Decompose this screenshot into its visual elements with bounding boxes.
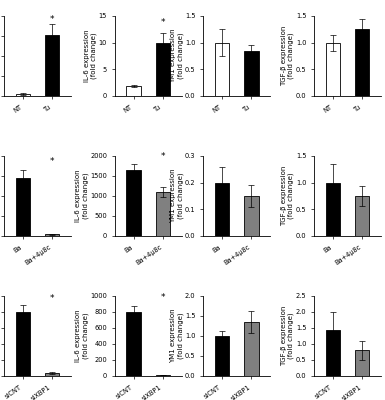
Y-axis label: IL-6 expression
(fold change): IL-6 expression (fold change) — [75, 170, 89, 222]
Text: *: * — [50, 15, 54, 24]
Text: *: * — [161, 294, 165, 302]
Text: D: D — [189, 138, 197, 148]
Bar — [45, 234, 59, 236]
Text: *: * — [161, 18, 165, 27]
Bar — [326, 183, 340, 236]
Bar — [244, 51, 259, 96]
Text: anti-inflammatory markers: anti-inflammatory markers — [236, 278, 348, 287]
Text: *: * — [50, 157, 54, 166]
Text: *: * — [50, 294, 54, 303]
Bar — [355, 196, 370, 236]
Y-axis label: YM1 expression
(fold change): YM1 expression (fold change) — [170, 309, 184, 363]
Text: F: F — [189, 278, 196, 288]
Bar — [326, 43, 340, 96]
Bar — [156, 375, 170, 376]
Y-axis label: IL-6 expression
(fold change): IL-6 expression (fold change) — [75, 310, 89, 362]
Text: *: * — [161, 152, 165, 161]
Text: anti-inflammatory markers: anti-inflammatory markers — [236, 138, 348, 147]
Y-axis label: TGF-β expression
(fold change): TGF-β expression (fold change) — [281, 166, 295, 226]
Bar — [156, 43, 170, 96]
Bar — [15, 178, 30, 236]
Bar — [15, 94, 30, 96]
Y-axis label: IL-6 expression
(fold change): IL-6 expression (fold change) — [84, 30, 97, 82]
Bar — [244, 196, 259, 236]
Bar — [126, 86, 141, 96]
Text: inflammatory markers: inflammatory markers — [46, 138, 140, 147]
Text: anti-inflammatory markers: anti-inflammatory markers — [236, 0, 348, 7]
Bar — [126, 170, 141, 236]
Bar — [156, 192, 170, 236]
Bar — [45, 35, 59, 96]
Bar — [15, 312, 30, 376]
Bar — [45, 373, 59, 376]
Text: inflammatory markers: inflammatory markers — [46, 0, 140, 7]
Y-axis label: TGF-β expression
(fold change): TGF-β expression (fold change) — [281, 26, 295, 86]
Y-axis label: YM1 expression
(fold change): YM1 expression (fold change) — [170, 169, 184, 223]
Text: B: B — [189, 0, 196, 8]
Bar — [244, 322, 259, 376]
Bar — [215, 336, 229, 376]
Text: inflammatory markers: inflammatory markers — [46, 278, 140, 287]
Bar — [215, 43, 229, 96]
Y-axis label: TGF-β expression
(fold change): TGF-β expression (fold change) — [281, 306, 295, 366]
Bar — [355, 350, 370, 376]
Bar — [355, 29, 370, 96]
Bar — [326, 330, 340, 376]
Y-axis label: YM1 expression
(fold change): YM1 expression (fold change) — [170, 29, 184, 83]
Bar — [215, 183, 229, 236]
Bar — [126, 312, 141, 376]
